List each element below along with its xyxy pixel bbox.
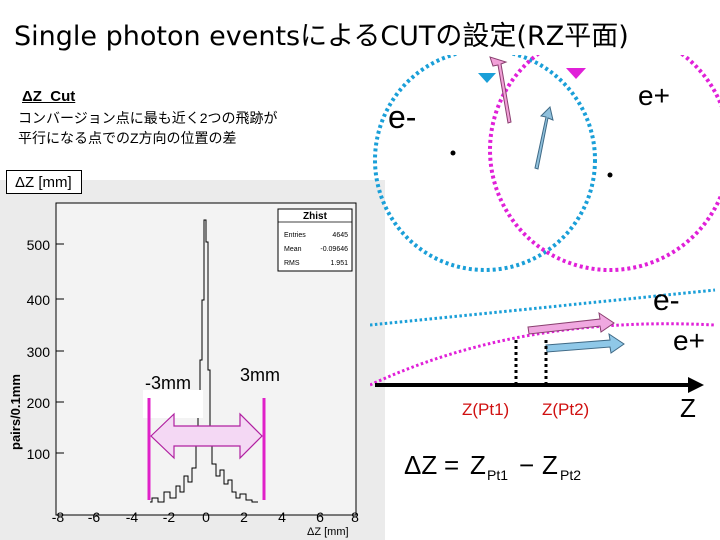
cut-left-label-bg [143, 390, 203, 418]
slide-title: Single photon eventsによるCUTの設定(RZ平面) [14, 21, 629, 52]
formula-sub-pt2: Pt2 [560, 467, 581, 483]
positron-momentum-arrow-top [489, 56, 512, 124]
histogram-line [150, 219, 258, 503]
positron-label-side: e+ [673, 325, 705, 356]
x-tick-8: 8 [351, 509, 359, 525]
formula-delta-z: ΔZ [404, 450, 437, 480]
z-axis-label: Z [680, 393, 696, 423]
electron-label-side: e- [653, 284, 680, 317]
electron-track-side [370, 288, 716, 327]
x-ticks: -8 -6 -4 -2 0 2 4 6 8 [52, 509, 359, 525]
y-tick-200: 200 [27, 395, 51, 411]
histogram-panel: pairs/0.1mm 500 400 300 200 100 -8 -6 -4… [0, 180, 385, 540]
electron-marker-icon [478, 73, 496, 83]
stats-entries-label: Entries [284, 232, 306, 239]
note-line-2: 平行になる点でのZ方向の位置の差 [18, 130, 237, 146]
formula-equals: = [444, 450, 459, 480]
x-tick-m2: -2 [163, 509, 176, 525]
delta-z-formula: ΔZ = Z Pt1 − Z Pt2 [392, 430, 602, 490]
delta-z-unit-box: ΔZ [mm] [6, 170, 82, 194]
electron-track-circle [373, 55, 597, 272]
y-axis-label: pairs/0.1mm [8, 374, 23, 450]
z2-label: Z(Pt2) [542, 400, 589, 419]
y-tick-100: 100 [27, 446, 51, 462]
stats-mean-value: -0.09646 [320, 246, 348, 253]
electron-momentum-arrow-top [534, 106, 554, 170]
x-tick-4: 4 [278, 509, 286, 525]
electron-momentum-arrow-side [545, 332, 625, 354]
positron-marker-icon [566, 68, 586, 79]
electron-label-top: e- [388, 99, 416, 135]
x-axis-label: ΔZ [mm] [307, 526, 349, 538]
stats-name: Zhist [303, 211, 328, 222]
stats-mean-label: Mean [284, 246, 302, 253]
z-axis-arrowhead-icon [688, 377, 704, 393]
formula-minus: − [519, 450, 534, 480]
y-tick-500: 500 [27, 237, 51, 253]
stats-entries-value: 4645 [332, 232, 348, 239]
formula-sub-pt1: Pt1 [487, 467, 508, 483]
positron-label-top: e+ [638, 80, 670, 111]
formula-z2: Z [542, 450, 558, 480]
positron-momentum-arrow-side [527, 311, 615, 335]
x-tick-m6: -6 [88, 509, 101, 525]
x-tick-6: 6 [316, 509, 324, 525]
formula-z1: Z [470, 450, 486, 480]
track-diagram: e- e+ e- e+ Z Z(Pt1) Z(Pt2) [370, 55, 720, 423]
electron-circle-center [450, 150, 456, 156]
y-tick-300: 300 [27, 344, 51, 360]
positron-track-circle [488, 55, 720, 272]
x-tick-m8: -8 [52, 509, 65, 525]
note-heading: ΔZ_Cut [22, 88, 76, 105]
x-tick-2: 2 [240, 509, 248, 525]
y-tick-400: 400 [27, 292, 51, 308]
x-tick-m4: -4 [126, 509, 139, 525]
cut-left-label: -3mm [145, 373, 191, 393]
cut-range-arrow [150, 412, 263, 460]
cut-right-label: 3mm [240, 365, 280, 385]
x-tick-0: 0 [202, 509, 210, 525]
note-line-1: コンバージョン点に最も近く2つの飛跡が [18, 110, 278, 126]
z1-label: Z(Pt1) [462, 400, 509, 419]
y-ticks: 500 400 300 200 100 [27, 237, 64, 462]
stats-rms-value: 1.951 [330, 260, 348, 267]
stats-rms-label: RMS [284, 260, 300, 267]
stats-box: Zhist Entries 4645 Mean -0.09646 RMS 1.9… [277, 208, 353, 272]
positron-circle-center [607, 172, 613, 178]
